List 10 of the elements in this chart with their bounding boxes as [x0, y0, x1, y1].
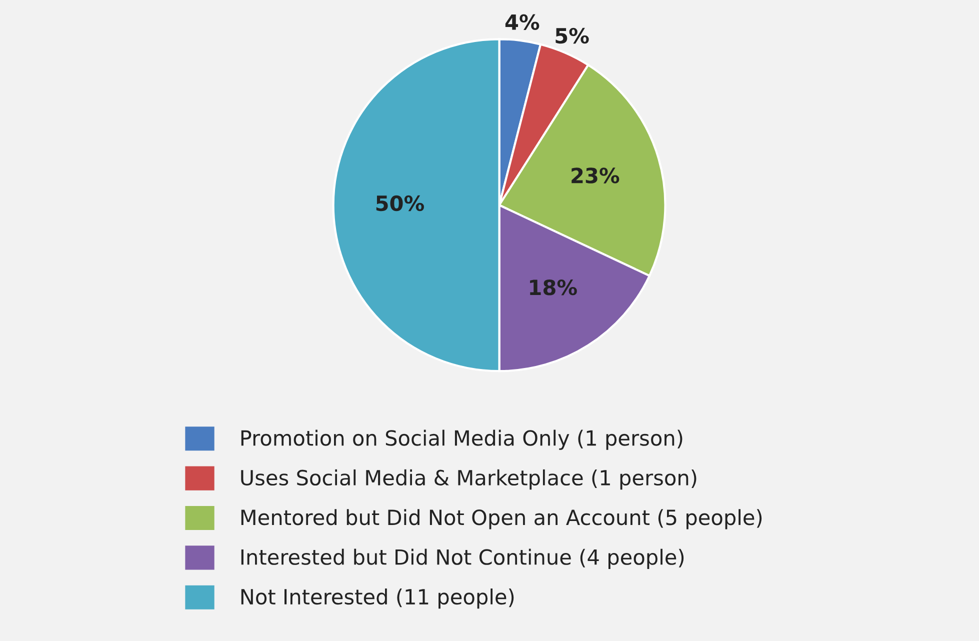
- legend-label: Mentored but Did Not Open an Account (5 people): [241, 509, 762, 530]
- data-label: 23%: [572, 168, 620, 184]
- legend-label: Uses Social Media & Marketplace (1 person): [241, 469, 696, 490]
- data-label: 4%: [505, 14, 540, 30]
- data-label: 50%: [376, 195, 424, 212]
- data-label: 18%: [530, 279, 577, 296]
- legend-label: Not Interested (11 people): [241, 588, 514, 609]
- legend-label: Promotion on Social Media Only (1 person): [241, 430, 682, 450]
- legend-label: Interested but Did Not Continue (4 people): [241, 548, 684, 569]
- data-label: 5%: [556, 28, 589, 44]
